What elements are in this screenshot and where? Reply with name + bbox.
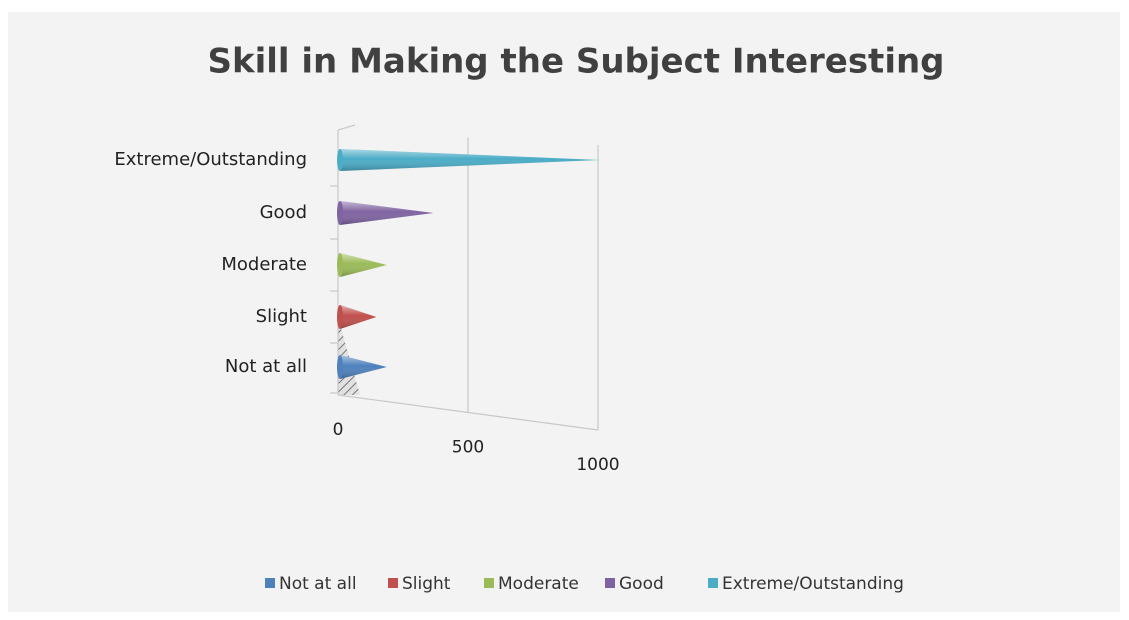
x-tick-label: 500 (452, 438, 484, 458)
cone-shade (340, 305, 377, 329)
x-tick-label: 1000 (576, 455, 619, 475)
legend-label: Moderate (498, 574, 579, 594)
y-tick-label: Good (260, 202, 307, 223)
cone-base (337, 149, 343, 171)
legend-swatch (708, 578, 718, 588)
wall-edge (337, 124, 356, 131)
cone-base (337, 201, 343, 225)
cone-shade (340, 253, 387, 277)
x-tick-label: 0 (333, 420, 344, 440)
legend-label: Extreme/Outstanding (722, 574, 904, 594)
legend-label: Not at all (279, 574, 357, 594)
y-tick-label: Slight (256, 306, 307, 327)
legend-swatch (388, 578, 398, 588)
cone-base (337, 355, 343, 379)
y-tick-label: Moderate (221, 254, 307, 275)
y-tick-label: Extreme/Outstanding (114, 149, 307, 170)
chart-background (8, 12, 1120, 612)
cone-shade (340, 201, 434, 225)
legend-swatch (484, 578, 494, 588)
cone-shade (340, 149, 600, 171)
legend-label: Good (619, 574, 664, 594)
legend-swatch (605, 578, 615, 588)
y-tick-label: Not at all (225, 356, 307, 377)
legend-swatch (265, 578, 275, 588)
chart-title: Skill in Making the Subject Interesting (207, 42, 944, 82)
cone-base (337, 305, 343, 329)
legend-label: Slight (402, 574, 451, 594)
cone-base (337, 253, 343, 277)
cone-shade (340, 355, 387, 379)
